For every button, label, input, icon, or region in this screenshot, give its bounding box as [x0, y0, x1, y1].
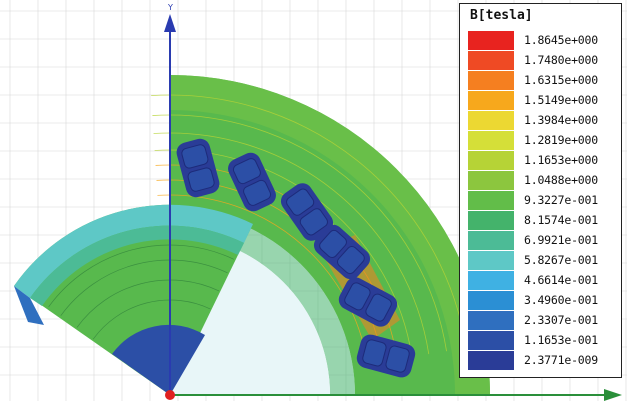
- legend-title: B[tesla]: [470, 8, 533, 23]
- legend-label: 3.4960e-001: [524, 293, 598, 307]
- flux-line: [153, 132, 430, 355]
- legend-swatch: [468, 291, 514, 310]
- legend-label: 6.9921e-001: [524, 233, 598, 247]
- legend-label: 4.6614e-001: [524, 273, 598, 287]
- legend-swatch: [468, 131, 514, 150]
- slot-winding: [280, 183, 334, 241]
- slot-winding: [356, 334, 416, 378]
- legend-swatch: [468, 111, 514, 130]
- legend-label: 1.3984e+000: [524, 113, 598, 127]
- rotor-magnet-band: [30, 225, 244, 306]
- rotor-flux-lines: [48, 244, 235, 340]
- x-axis-arrow-icon: [604, 389, 622, 401]
- legend-label: 1.2819e+000: [524, 133, 598, 147]
- legend-swatch: [468, 191, 514, 210]
- slot-winding: [313, 224, 371, 280]
- y-axis-arrow-icon: [164, 14, 176, 32]
- legend-label: 1.0488e+000: [524, 173, 598, 187]
- legend-label: 1.1653e+000: [524, 153, 598, 167]
- legend-swatch: [468, 331, 514, 350]
- rotor-outer-ring: [14, 204, 253, 298]
- stator-flux-lines: [151, 94, 467, 364]
- y-axis-label: Y: [167, 3, 173, 12]
- legend-label: 1.7480e+000: [524, 53, 598, 67]
- legend-swatch: [468, 91, 514, 110]
- legend-swatch: [468, 211, 514, 230]
- slot-winding: [338, 277, 398, 327]
- flux-line: [60, 259, 228, 316]
- legend-swatch: [468, 311, 514, 330]
- legend-label: 1.6315e+000: [524, 73, 598, 87]
- legend-swatch: [468, 171, 514, 190]
- stator-slots: [176, 138, 416, 378]
- legend-swatch: [468, 31, 514, 50]
- flux-line: [92, 299, 211, 340]
- legend-label: 9.3227e-001: [524, 193, 598, 207]
- stator-yoke-band: [170, 75, 490, 395]
- rotor-edge-tip: [14, 286, 44, 325]
- legend-swatch: [468, 151, 514, 170]
- flux-line: [48, 244, 235, 308]
- legend-label: 8.1574e-001: [524, 213, 598, 227]
- legend-swatch: [468, 71, 514, 90]
- rotor-shaft: [112, 324, 205, 395]
- legend-swatch: [468, 271, 514, 290]
- legend-panel: B[tesla] 1.8645e+000 1.7480e+000 1.6315e+0…: [459, 3, 622, 378]
- slot-winding: [176, 138, 220, 198]
- flux-line: [157, 194, 368, 364]
- legend-label: 5.8267e-001: [524, 253, 598, 267]
- legend-swatch: [468, 231, 514, 250]
- legend-label: 1.8645e+000: [524, 33, 598, 47]
- legend-label: 2.3771e-009: [524, 353, 598, 367]
- legend-label: 1.1653e-001: [524, 333, 598, 347]
- origin-marker-icon: [165, 390, 175, 400]
- legend-swatch: [468, 51, 514, 70]
- flux-line: [76, 279, 220, 328]
- legend-label: 2.3307e-001: [524, 313, 598, 327]
- legend-label: 1.5149e+000: [524, 93, 598, 107]
- flux-line: [152, 114, 447, 352]
- slot-winding: [228, 152, 276, 212]
- flux-line: [151, 94, 467, 349]
- legend-swatch: [468, 351, 514, 370]
- legend-swatch: [468, 251, 514, 270]
